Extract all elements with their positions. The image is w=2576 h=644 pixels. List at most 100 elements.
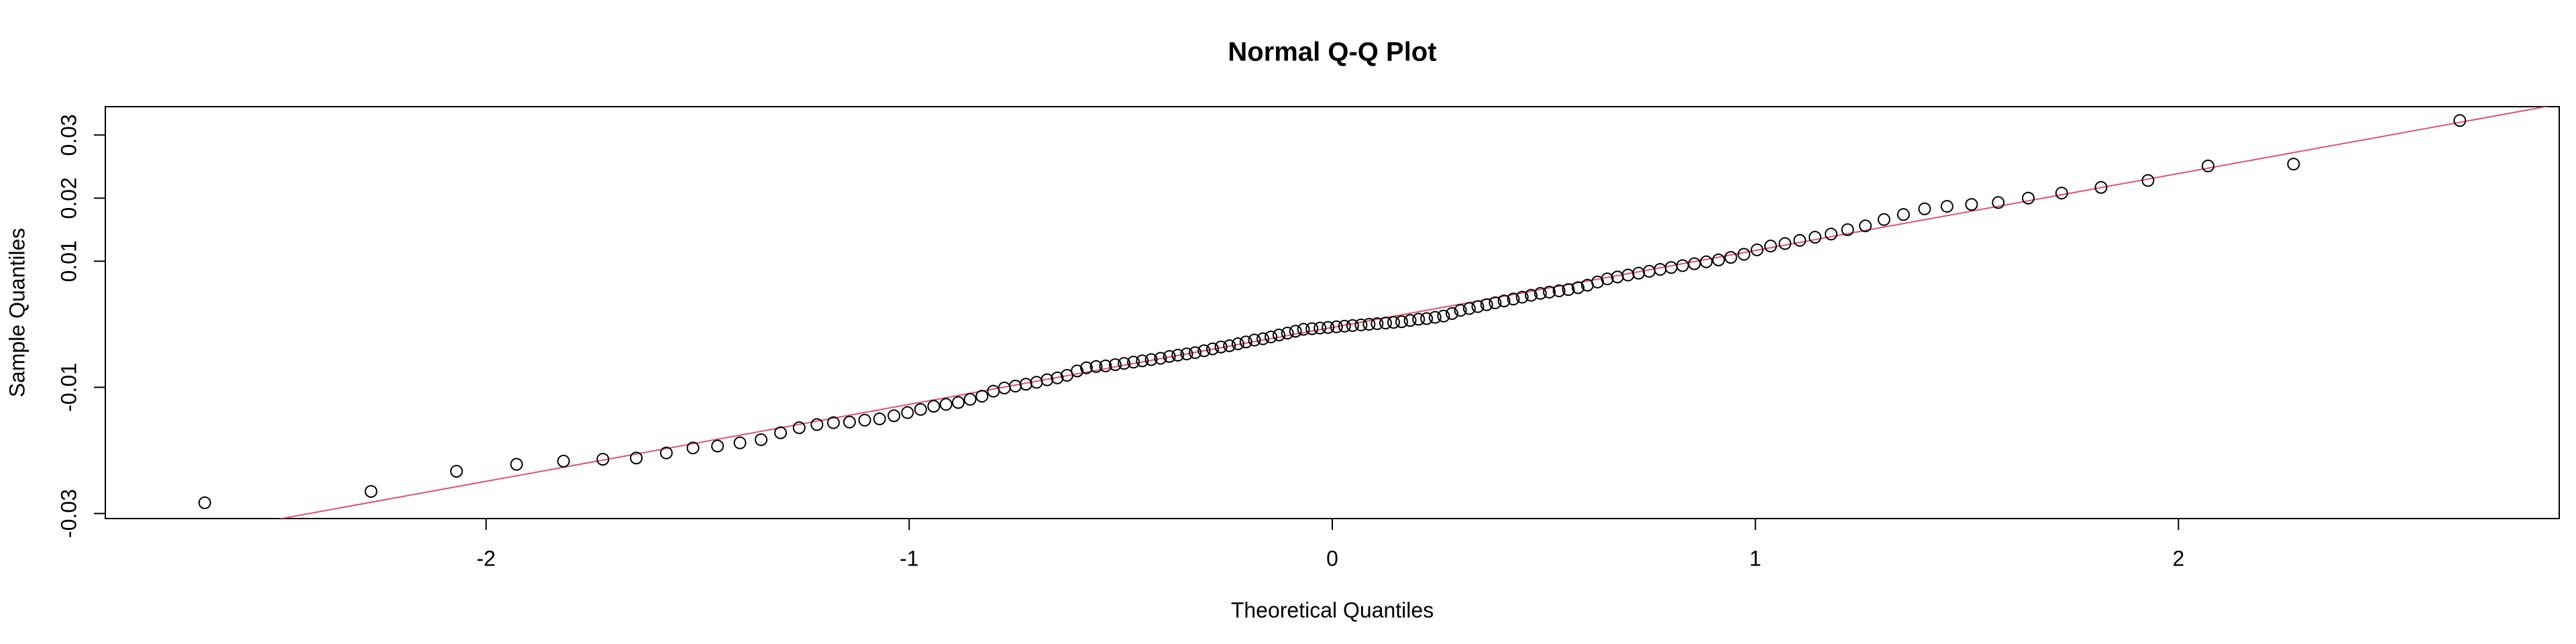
point <box>1524 288 1538 302</box>
point <box>1265 330 1278 343</box>
point <box>1118 357 1131 370</box>
point <box>1040 373 1054 386</box>
point <box>1256 332 1270 345</box>
point <box>1127 356 1140 369</box>
x-tick-label: 1 <box>1750 546 1762 570</box>
point <box>843 415 856 429</box>
x-axis-label: Theoretical Quantiles <box>1231 598 1434 622</box>
point <box>1676 259 1689 272</box>
point <box>1793 233 1807 247</box>
point <box>810 418 824 431</box>
point <box>1346 319 1359 332</box>
point <box>987 384 1000 398</box>
point <box>1534 286 1547 300</box>
point <box>888 409 901 423</box>
point <box>198 496 211 509</box>
point <box>659 446 673 460</box>
point <box>1737 248 1751 261</box>
point <box>1700 255 1713 268</box>
point <box>1750 243 1764 256</box>
point <box>1778 237 1792 250</box>
point <box>1231 337 1244 351</box>
point <box>1877 213 1890 226</box>
point <box>1918 202 1931 215</box>
point <box>1632 266 1646 280</box>
point <box>939 398 953 411</box>
plot-frame <box>105 106 2560 519</box>
point <box>963 392 977 406</box>
point <box>1562 283 1575 297</box>
point <box>2021 191 2035 205</box>
point <box>1497 294 1511 308</box>
point <box>1515 290 1529 304</box>
point <box>1642 264 1656 278</box>
point <box>1571 281 1585 294</box>
point <box>1197 344 1211 358</box>
y-tick-label: -0.03 <box>56 489 80 538</box>
point <box>1171 348 1185 362</box>
point <box>1445 307 1458 320</box>
point <box>2055 186 2068 200</box>
point <box>1322 321 1335 334</box>
point <box>711 439 724 453</box>
point <box>1428 311 1442 324</box>
point <box>1601 272 1614 286</box>
point <box>557 454 570 468</box>
point <box>1071 364 1084 378</box>
x-tick-label: -1 <box>900 546 918 570</box>
point <box>1724 251 1737 264</box>
point <box>1180 347 1193 361</box>
point <box>1412 313 1426 326</box>
point <box>1338 319 1351 333</box>
point <box>1214 340 1228 354</box>
y-tick-label: 0.03 <box>56 114 80 156</box>
point <box>1395 315 1408 329</box>
point <box>1462 302 1476 315</box>
point <box>1379 317 1392 330</box>
point <box>449 464 463 478</box>
point <box>1896 208 1910 221</box>
point <box>364 485 378 498</box>
point <box>1480 298 1493 311</box>
x-tick-label: 2 <box>2172 546 2184 570</box>
point <box>1371 317 1384 330</box>
point <box>1825 227 1838 241</box>
point <box>2453 114 2467 127</box>
point <box>792 421 806 435</box>
point <box>1454 304 1467 317</box>
point <box>1099 359 1112 372</box>
point <box>1206 342 1220 356</box>
x-tick-label: 0 <box>1326 546 1338 570</box>
point <box>1163 350 1176 363</box>
point <box>1362 317 1376 331</box>
point <box>1289 325 1302 338</box>
point <box>858 413 871 427</box>
y-axis-label: Sample Quantiles <box>5 228 29 398</box>
x-tick-label: -2 <box>476 546 495 570</box>
point <box>975 390 989 403</box>
point <box>2202 159 2215 172</box>
point <box>1387 316 1400 329</box>
point <box>1281 327 1294 340</box>
point <box>1992 196 2005 209</box>
point <box>1841 223 1854 236</box>
point <box>1471 300 1485 313</box>
point <box>1273 328 1286 341</box>
point <box>1712 253 1725 266</box>
y-tick-label: 0.01 <box>56 240 80 282</box>
point <box>774 426 788 439</box>
point <box>951 396 965 409</box>
point <box>1507 292 1520 306</box>
point <box>1108 358 1122 372</box>
point <box>1965 198 1978 211</box>
chart-title: Normal Q-Q Plot <box>1228 38 1436 67</box>
point <box>1543 285 1556 299</box>
point <box>1664 261 1678 274</box>
point <box>1089 360 1103 373</box>
point <box>1403 314 1417 327</box>
point <box>1313 321 1327 335</box>
point <box>510 458 523 471</box>
point <box>873 412 886 425</box>
point <box>2287 158 2300 171</box>
